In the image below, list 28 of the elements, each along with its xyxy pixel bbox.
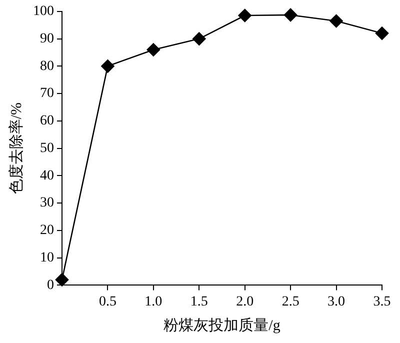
x-tick-label: 3.5 (373, 294, 391, 310)
y-axis-title: 色度去除率/% (8, 102, 25, 194)
y-tick-label: 40 (40, 168, 54, 184)
point (375, 26, 389, 40)
point (284, 8, 298, 22)
x-tick-label: 2.5 (282, 294, 300, 310)
y-tick-label: 20 (40, 223, 54, 238)
point (192, 32, 206, 46)
x-tick-label: 1.0 (144, 294, 162, 310)
y-tick-label: 0 (47, 278, 54, 293)
point (55, 273, 69, 286)
x-tick-label: 3.0 (328, 294, 346, 310)
y-tick-label: 30 (40, 196, 54, 211)
y-tick-label: 10 (40, 250, 54, 266)
y-tick-label: 100 (33, 4, 54, 20)
y-tick-label: 50 (40, 140, 54, 156)
y-tick-label: 70 (40, 86, 54, 102)
point (330, 14, 343, 28)
y-tick-label: 80 (40, 58, 54, 74)
point (238, 8, 252, 22)
x-tick-label: 0.5 (98, 294, 116, 310)
point (101, 60, 114, 73)
y-tick-label: 90 (40, 31, 54, 46)
point (146, 43, 160, 56)
y-tick-label: 60 (40, 114, 54, 129)
x-tick-label: 2.0 (236, 294, 254, 310)
x-axis-title: 粉煤灰投加质量/g (164, 316, 281, 334)
x-tick-label: 1.5 (190, 294, 208, 310)
